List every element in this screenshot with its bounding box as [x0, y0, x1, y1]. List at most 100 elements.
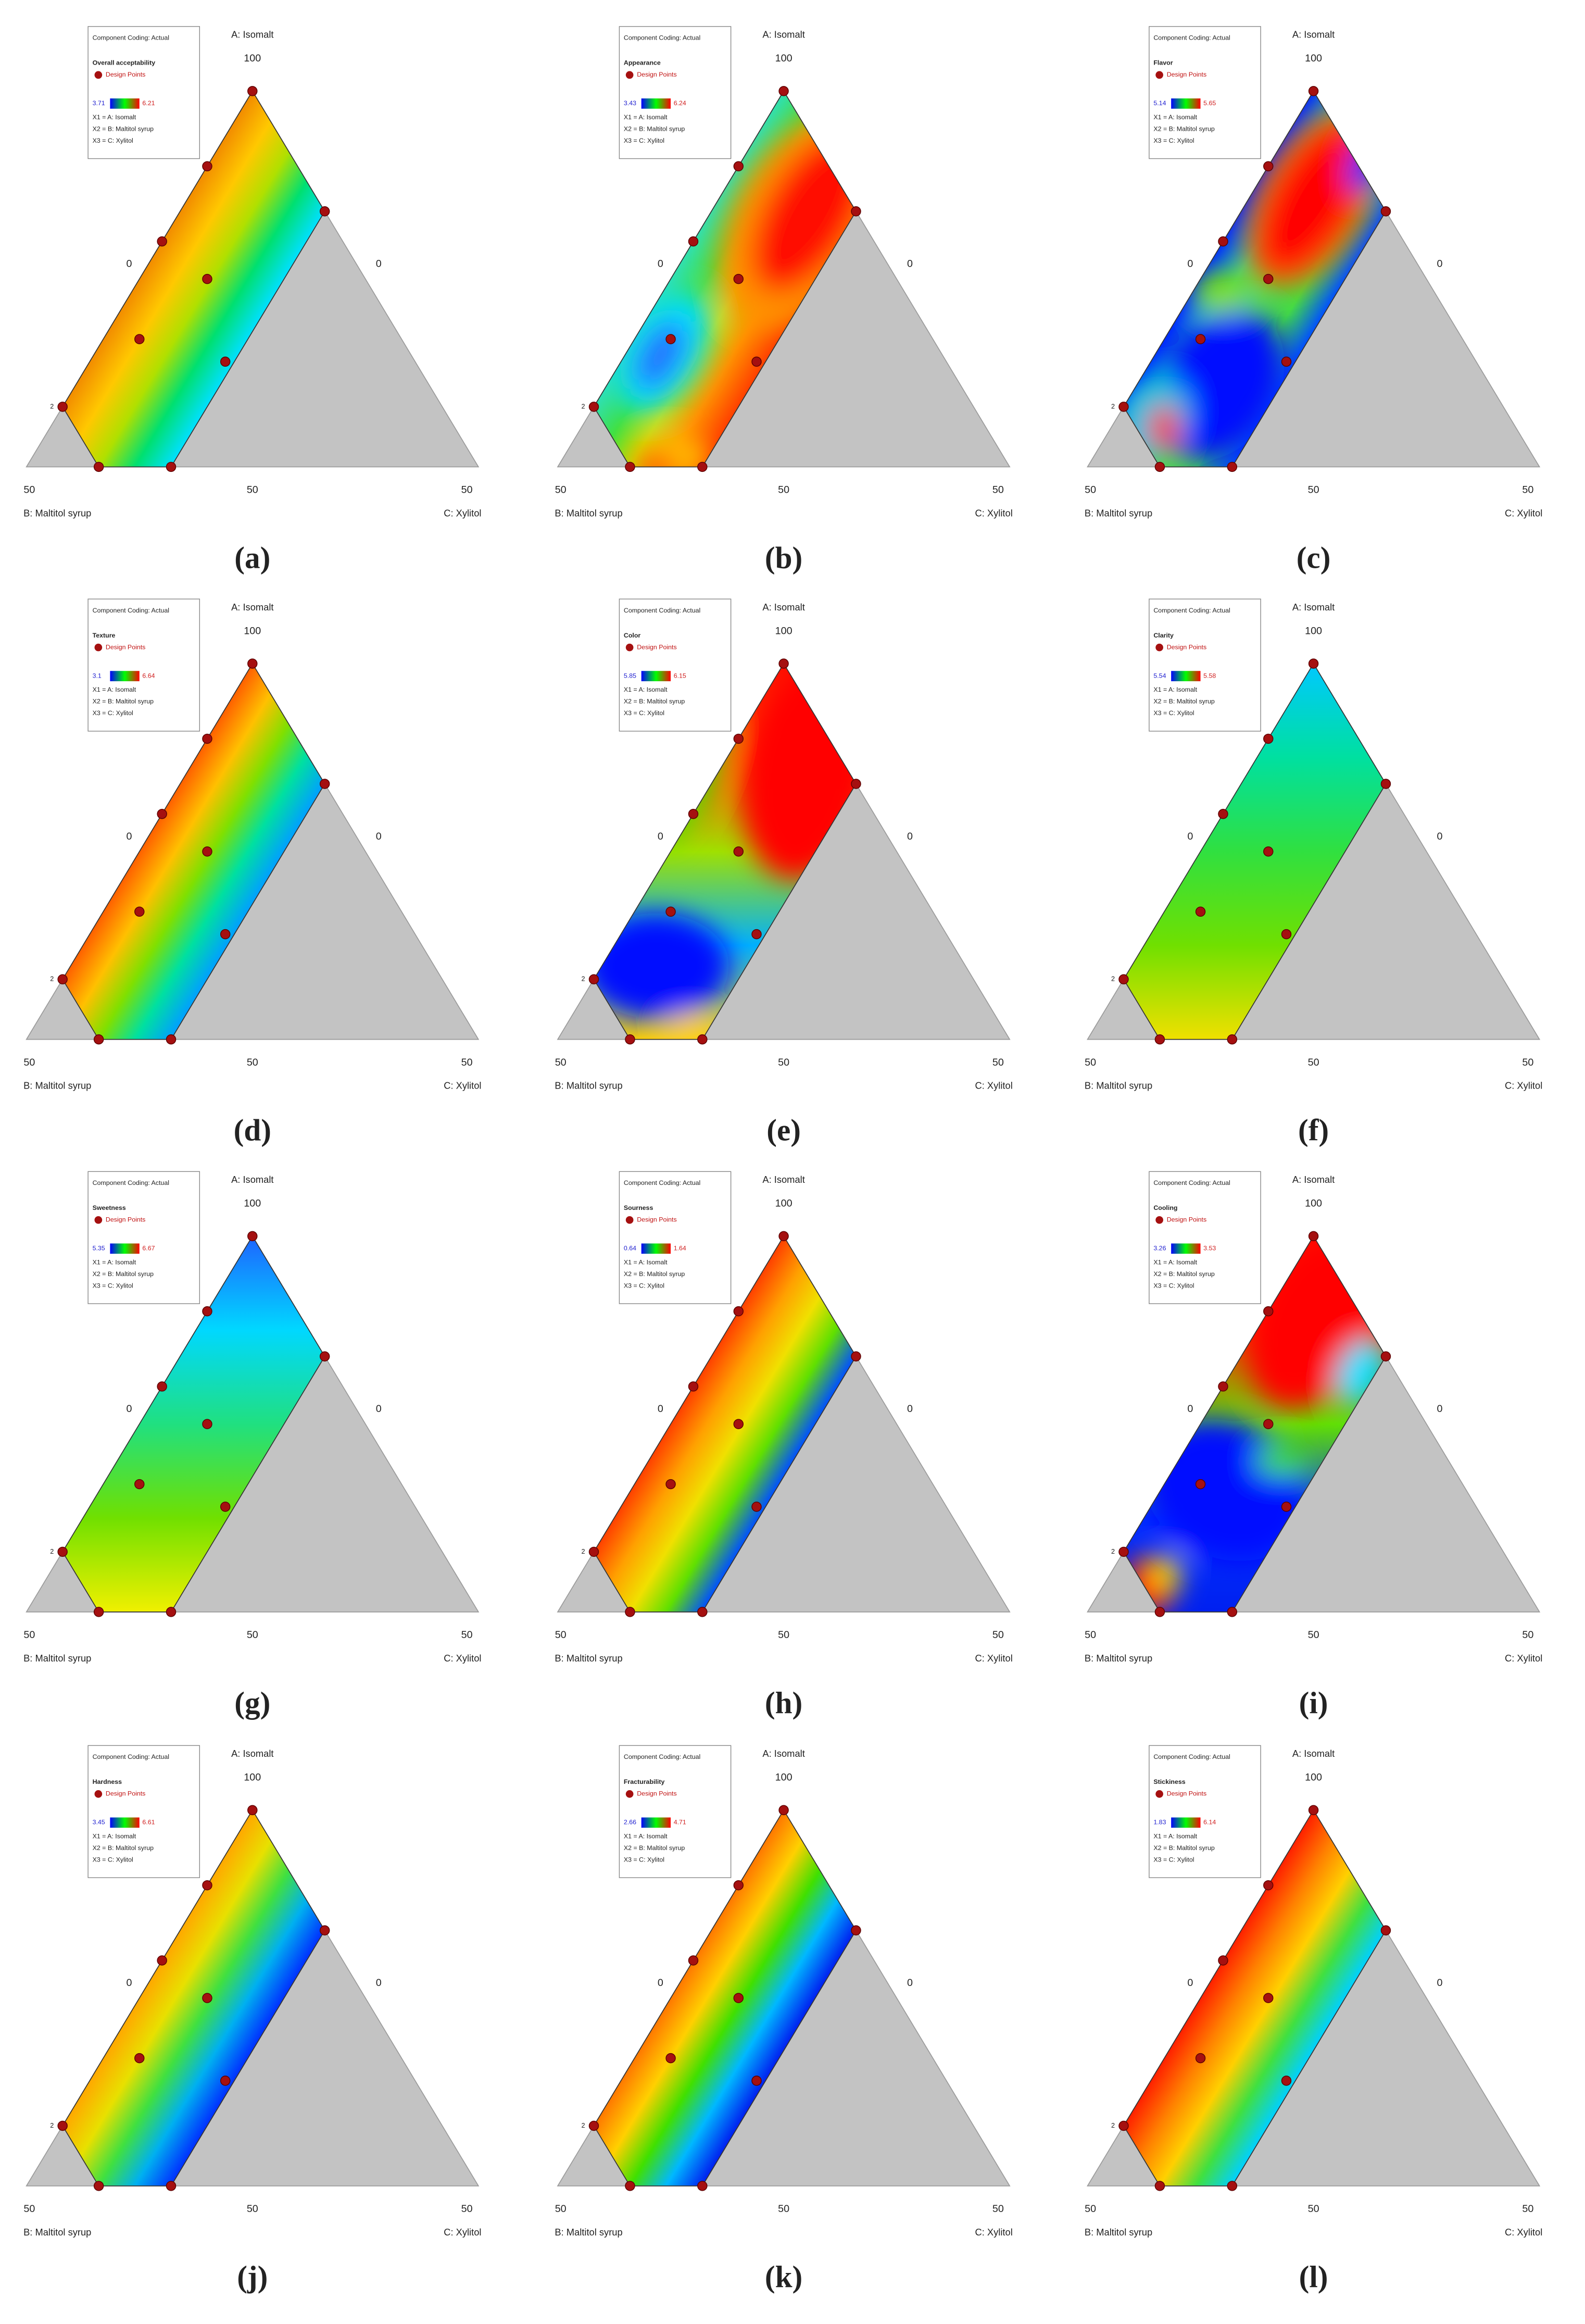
axis-tick-label: 50	[778, 484, 789, 496]
panel: 2 100 0 0 50 50 50 A: Isomalt B: Maltitol syrup C…	[555, 598, 1013, 1147]
legend-point	[625, 1790, 634, 1798]
point-label: 2	[582, 403, 585, 410]
design-point	[1218, 236, 1228, 247]
design-point	[665, 1479, 676, 1490]
design-point	[57, 974, 68, 984]
design-point	[1118, 1546, 1129, 1557]
legend-line: X2 = B: Maltitol syrup	[1153, 698, 1215, 705]
design-point	[733, 1419, 744, 1429]
region-outline	[593, 1235, 857, 1613]
design-point	[1227, 1607, 1238, 1617]
legend: Component Coding: Actual Appearance Design…	[619, 26, 732, 159]
design-point	[851, 1925, 861, 1935]
region-outline	[1123, 1235, 1387, 1613]
panel-label: (c)	[1297, 540, 1331, 574]
design-point	[778, 1805, 789, 1816]
axis-tick-label: 50	[247, 1629, 258, 1641]
color-bar	[110, 671, 140, 681]
design-point	[247, 1231, 258, 1242]
design-point	[157, 1381, 167, 1392]
legend-line: X2 = B: Maltitol syrup	[93, 125, 154, 132]
design-point	[93, 1607, 104, 1617]
axis-title: A: Isomalt	[1292, 1174, 1335, 1185]
design-point	[697, 1607, 708, 1617]
panel: 2 100 0 0 50 50 50 A: Isomalt B: Maltitol syrup C…	[1085, 1745, 1542, 2294]
axis-tick-label: 0	[658, 831, 663, 842]
scale-min: 3.26	[1153, 1245, 1166, 1252]
scale-min: 3.1	[93, 672, 102, 679]
design-point	[625, 1607, 635, 1617]
design-point	[751, 929, 762, 940]
design-point	[625, 2181, 635, 2191]
panel-label: (e)	[766, 1113, 801, 1147]
design-point	[1227, 1034, 1238, 1045]
scale-min: 5.54	[1153, 672, 1166, 679]
axis-tick-label: 50	[247, 1057, 258, 1068]
axis-title: C: Xylitol	[1505, 1080, 1542, 1091]
axis-tick-label: 50	[1085, 484, 1096, 496]
legend-box	[87, 26, 200, 159]
axis-tick-label: 100	[244, 1772, 261, 1783]
response-surface	[62, 1810, 325, 2186]
design-point	[1281, 929, 1292, 940]
panel-label: (l)	[1299, 2259, 1328, 2294]
axis-tick-label: 50	[461, 1057, 473, 1068]
panel: 2 100 0 0 50 50 50 A: Isomalt B: Maltitol syrup C…	[1085, 1171, 1542, 1720]
design-point	[93, 461, 104, 472]
axis-tick-label: 50	[555, 2203, 567, 2215]
color-bar	[110, 1817, 140, 1828]
panel-label: (h)	[765, 1685, 802, 1720]
legend-points: Design Points	[106, 1216, 145, 1223]
design-point	[1195, 906, 1206, 917]
legend-box	[619, 598, 732, 732]
axis-tick-label: 50	[247, 2203, 258, 2215]
color-bar	[1171, 98, 1201, 109]
scale-max: 3.53	[1203, 1245, 1216, 1252]
axis-tick-label: 100	[244, 1198, 261, 1209]
contour-blob	[632, 438, 709, 467]
axis-title: A: Isomalt	[762, 1748, 804, 1759]
axis-tick-label: 100	[775, 1198, 792, 1209]
design-point	[1218, 1955, 1228, 1966]
design-point	[202, 1993, 212, 2003]
design-point	[93, 2181, 104, 2191]
legend-line: X3 = C: Xylitol	[624, 137, 664, 144]
legend-line: X2 = B: Maltitol syrup	[624, 698, 685, 705]
scale-max: 6.14	[1203, 1819, 1216, 1826]
axis-tick-label: 0	[376, 831, 382, 842]
legend-response: Sweetness	[93, 1204, 126, 1211]
legend-box	[87, 598, 200, 732]
legend-box	[87, 1171, 200, 1304]
panel: 2 100 0 0 50 50 50 A: Isomalt B: Maltitol syrup C…	[1085, 26, 1542, 574]
design-point	[134, 1479, 145, 1490]
scale-max: 1.64	[674, 1245, 686, 1252]
axis-tick-label: 100	[775, 625, 792, 636]
axis-tick-label: 50	[1308, 484, 1319, 496]
scale-min: 3.71	[93, 99, 105, 107]
scale-min: 5.85	[624, 672, 636, 679]
legend: Component Coding: Actual Fracturability De…	[619, 1745, 732, 1878]
design-point	[1154, 1607, 1165, 1617]
design-point	[588, 2120, 599, 2131]
region-outline	[1123, 663, 1387, 1040]
design-point	[1154, 2181, 1165, 2191]
axis-tick-label: 0	[907, 1403, 913, 1415]
response-surface	[1123, 664, 1386, 1040]
panel: 2 100 0 0 50 50 50 A: Isomalt B: Maltitol syrup C…	[1085, 598, 1542, 1147]
legend-coding: Component Coding: Actual	[93, 1753, 169, 1760]
design-point	[134, 334, 145, 344]
color-bar	[641, 671, 671, 681]
axis-tick-label: 50	[23, 1629, 35, 1641]
design-point	[202, 273, 212, 284]
scale-min: 0.64	[624, 1245, 636, 1252]
design-point	[157, 809, 167, 819]
panel: 2 100 0 0 50 50 50 A: Isomalt B: Maltitol syrup C…	[555, 1171, 1013, 1720]
panel-label: (i)	[1299, 1685, 1328, 1720]
design-point	[665, 906, 676, 917]
design-point	[697, 1034, 708, 1045]
scale-min: 1.83	[1153, 1819, 1166, 1826]
design-point	[697, 461, 708, 472]
region-outline	[62, 663, 325, 1040]
contour-blob	[635, 455, 677, 467]
